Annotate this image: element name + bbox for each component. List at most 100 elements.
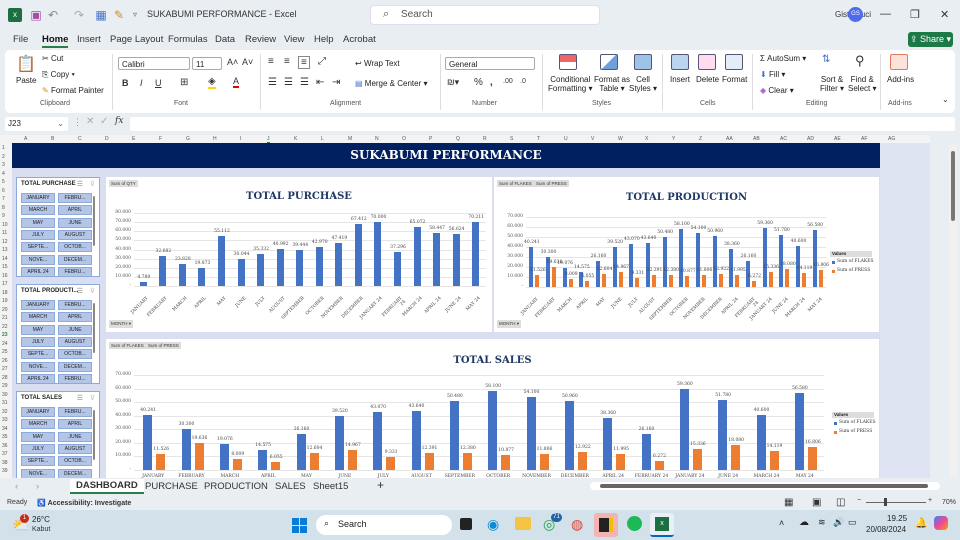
bar[interactable] xyxy=(257,253,265,286)
row-header-18[interactable]: 18 xyxy=(2,289,8,296)
align-center-icon[interactable]: ☰ xyxy=(284,77,293,88)
column-header-k[interactable]: K xyxy=(294,136,298,142)
bar[interactable] xyxy=(373,411,383,470)
tab-view[interactable]: View xyxy=(284,34,305,45)
column-header-d[interactable]: D xyxy=(105,136,109,142)
bar[interactable] xyxy=(568,278,573,287)
bar[interactable] xyxy=(347,449,357,470)
align-right-icon[interactable]: ☰ xyxy=(300,77,309,88)
bar[interactable] xyxy=(198,267,206,286)
avatar[interactable]: GS xyxy=(848,7,863,22)
slicer-scrollbar[interactable] xyxy=(93,303,95,353)
field-button-sum-press[interactable]: Sum of PRESS xyxy=(146,342,181,349)
decrease-indent-icon[interactable]: ⇤ xyxy=(316,77,325,88)
field-button-sum-press[interactable]: Sum of PRESS xyxy=(534,180,569,187)
bar[interactable] xyxy=(641,434,651,470)
percent-icon[interactable]: % xyxy=(474,77,483,88)
slicer-item[interactable]: JUNE xyxy=(58,431,92,442)
row-header-29[interactable]: 29 xyxy=(2,383,8,389)
column-header-i[interactable]: I xyxy=(240,136,242,142)
column-header-ag[interactable]: AG xyxy=(888,136,896,142)
row-header-32[interactable]: 32 xyxy=(2,408,8,415)
slicer-item[interactable]: NOVE... xyxy=(21,468,55,478)
bar[interactable] xyxy=(237,258,245,286)
bar[interactable] xyxy=(374,222,382,286)
bar[interactable] xyxy=(596,260,600,287)
tab-file[interactable]: File xyxy=(13,34,29,45)
clear-button[interactable]: ◆ Clear ▾ xyxy=(760,86,794,95)
slicer-item[interactable]: MAY xyxy=(21,217,55,228)
bar[interactable] xyxy=(139,281,147,286)
insert-button[interactable]: Insert xyxy=(670,75,691,84)
row-header-14[interactable]: 14 xyxy=(2,255,8,262)
bar[interactable] xyxy=(702,275,706,287)
slicer-item[interactable]: OCTOB... xyxy=(58,456,92,467)
legend-entry[interactable]: Sum of FLAKES xyxy=(837,259,874,264)
spotify-icon[interactable] xyxy=(627,516,642,531)
slicer-item[interactable]: JANUARY xyxy=(21,407,55,417)
row-header-17[interactable]: 17 xyxy=(2,281,8,287)
accounting-icon[interactable]: ₪▾ xyxy=(447,77,460,87)
normal-view-icon[interactable]: ▦ xyxy=(784,497,794,508)
copilot-icon[interactable] xyxy=(934,516,948,530)
slicer-item[interactable]: FEBRU... xyxy=(58,300,92,310)
legend-entry[interactable]: Sum of PRESS xyxy=(837,268,871,273)
row-header-9[interactable]: 9 xyxy=(2,213,5,219)
zoom-slider[interactable] xyxy=(866,502,926,503)
slicer-item[interactable]: SEPTE... xyxy=(21,456,55,467)
column-header-e[interactable]: E xyxy=(132,136,136,142)
minimize-icon[interactable]: — xyxy=(880,8,891,20)
font-color-icon[interactable]: A xyxy=(233,76,240,88)
slicer-item[interactable]: DECEM... xyxy=(58,468,92,478)
bar[interactable] xyxy=(679,389,689,470)
slicer-item[interactable]: JULY xyxy=(21,229,55,240)
decrease-font-icon[interactable]: A˅ xyxy=(242,57,254,67)
excel-taskbar-app[interactable]: x xyxy=(650,513,674,537)
bar[interactable] xyxy=(603,417,613,470)
customize-qat-icon[interactable]: ▿ xyxy=(132,10,137,19)
bar[interactable] xyxy=(756,414,766,470)
zoom-in-icon[interactable]: + xyxy=(928,497,933,504)
slicer-item[interactable]: JULY xyxy=(21,443,55,454)
legend-entry[interactable]: Sum of PRESS xyxy=(839,429,873,434)
tab-acrobat[interactable]: Acrobat xyxy=(343,34,376,45)
bar[interactable] xyxy=(276,248,284,286)
row-header-13[interactable]: 13 xyxy=(2,247,8,253)
horizontal-scrollbar[interactable] xyxy=(590,482,940,490)
bar[interactable] xyxy=(552,267,556,287)
bar[interactable] xyxy=(411,410,421,470)
scrollbar-thumb[interactable] xyxy=(951,151,955,221)
row-header-23[interactable]: 23 xyxy=(2,332,8,338)
sheet-tab-sales[interactable]: SALES xyxy=(275,481,306,492)
column-header-n[interactable]: N xyxy=(375,136,379,142)
slicer-item[interactable]: SEPTE... xyxy=(21,242,55,253)
row-header-3[interactable]: 3 xyxy=(2,162,5,168)
bar[interactable] xyxy=(159,256,167,286)
clear-filter-icon[interactable]: ⊽ xyxy=(89,395,95,402)
bar[interactable] xyxy=(779,235,784,287)
align-top-icon[interactable]: ≡ xyxy=(268,56,274,67)
column-header-a[interactable]: A xyxy=(24,136,28,142)
column-header-p[interactable]: P xyxy=(429,136,433,142)
addins-button[interactable]: Add-ins xyxy=(887,75,915,84)
column-header-x[interactable]: X xyxy=(645,136,649,142)
bar[interactable] xyxy=(577,452,587,470)
row-header-1[interactable]: 1 xyxy=(2,145,5,151)
save-icon[interactable]: ▣ xyxy=(30,8,42,22)
slicer-item[interactable]: NOVE... xyxy=(21,361,55,372)
collapse-ribbon-icon[interactable]: ⌄ xyxy=(942,95,949,104)
wifi-icon[interactable]: ≋ xyxy=(818,517,826,527)
close-icon[interactable]: ✕ xyxy=(940,9,950,21)
bar[interactable] xyxy=(472,221,480,286)
bar[interactable] xyxy=(802,272,806,287)
row-header-6[interactable]: 6 xyxy=(2,187,5,194)
bar[interactable] xyxy=(413,226,421,286)
taskbar-search[interactable]: ⌕ Search xyxy=(316,515,452,535)
wrap-text-button[interactable]: ↩ Wrap Text xyxy=(355,59,400,68)
sort-filter-button[interactable]: Sort & Filter ▾ xyxy=(820,75,845,93)
sheet-tab-purchase[interactable]: PURCHASE xyxy=(145,481,198,492)
bar[interactable] xyxy=(562,267,567,287)
tab-page-layout[interactable]: Page Layout xyxy=(110,34,164,45)
slicer-item[interactable]: FEBRU... xyxy=(58,193,92,203)
slicer-item[interactable]: APRIL xyxy=(58,419,92,430)
